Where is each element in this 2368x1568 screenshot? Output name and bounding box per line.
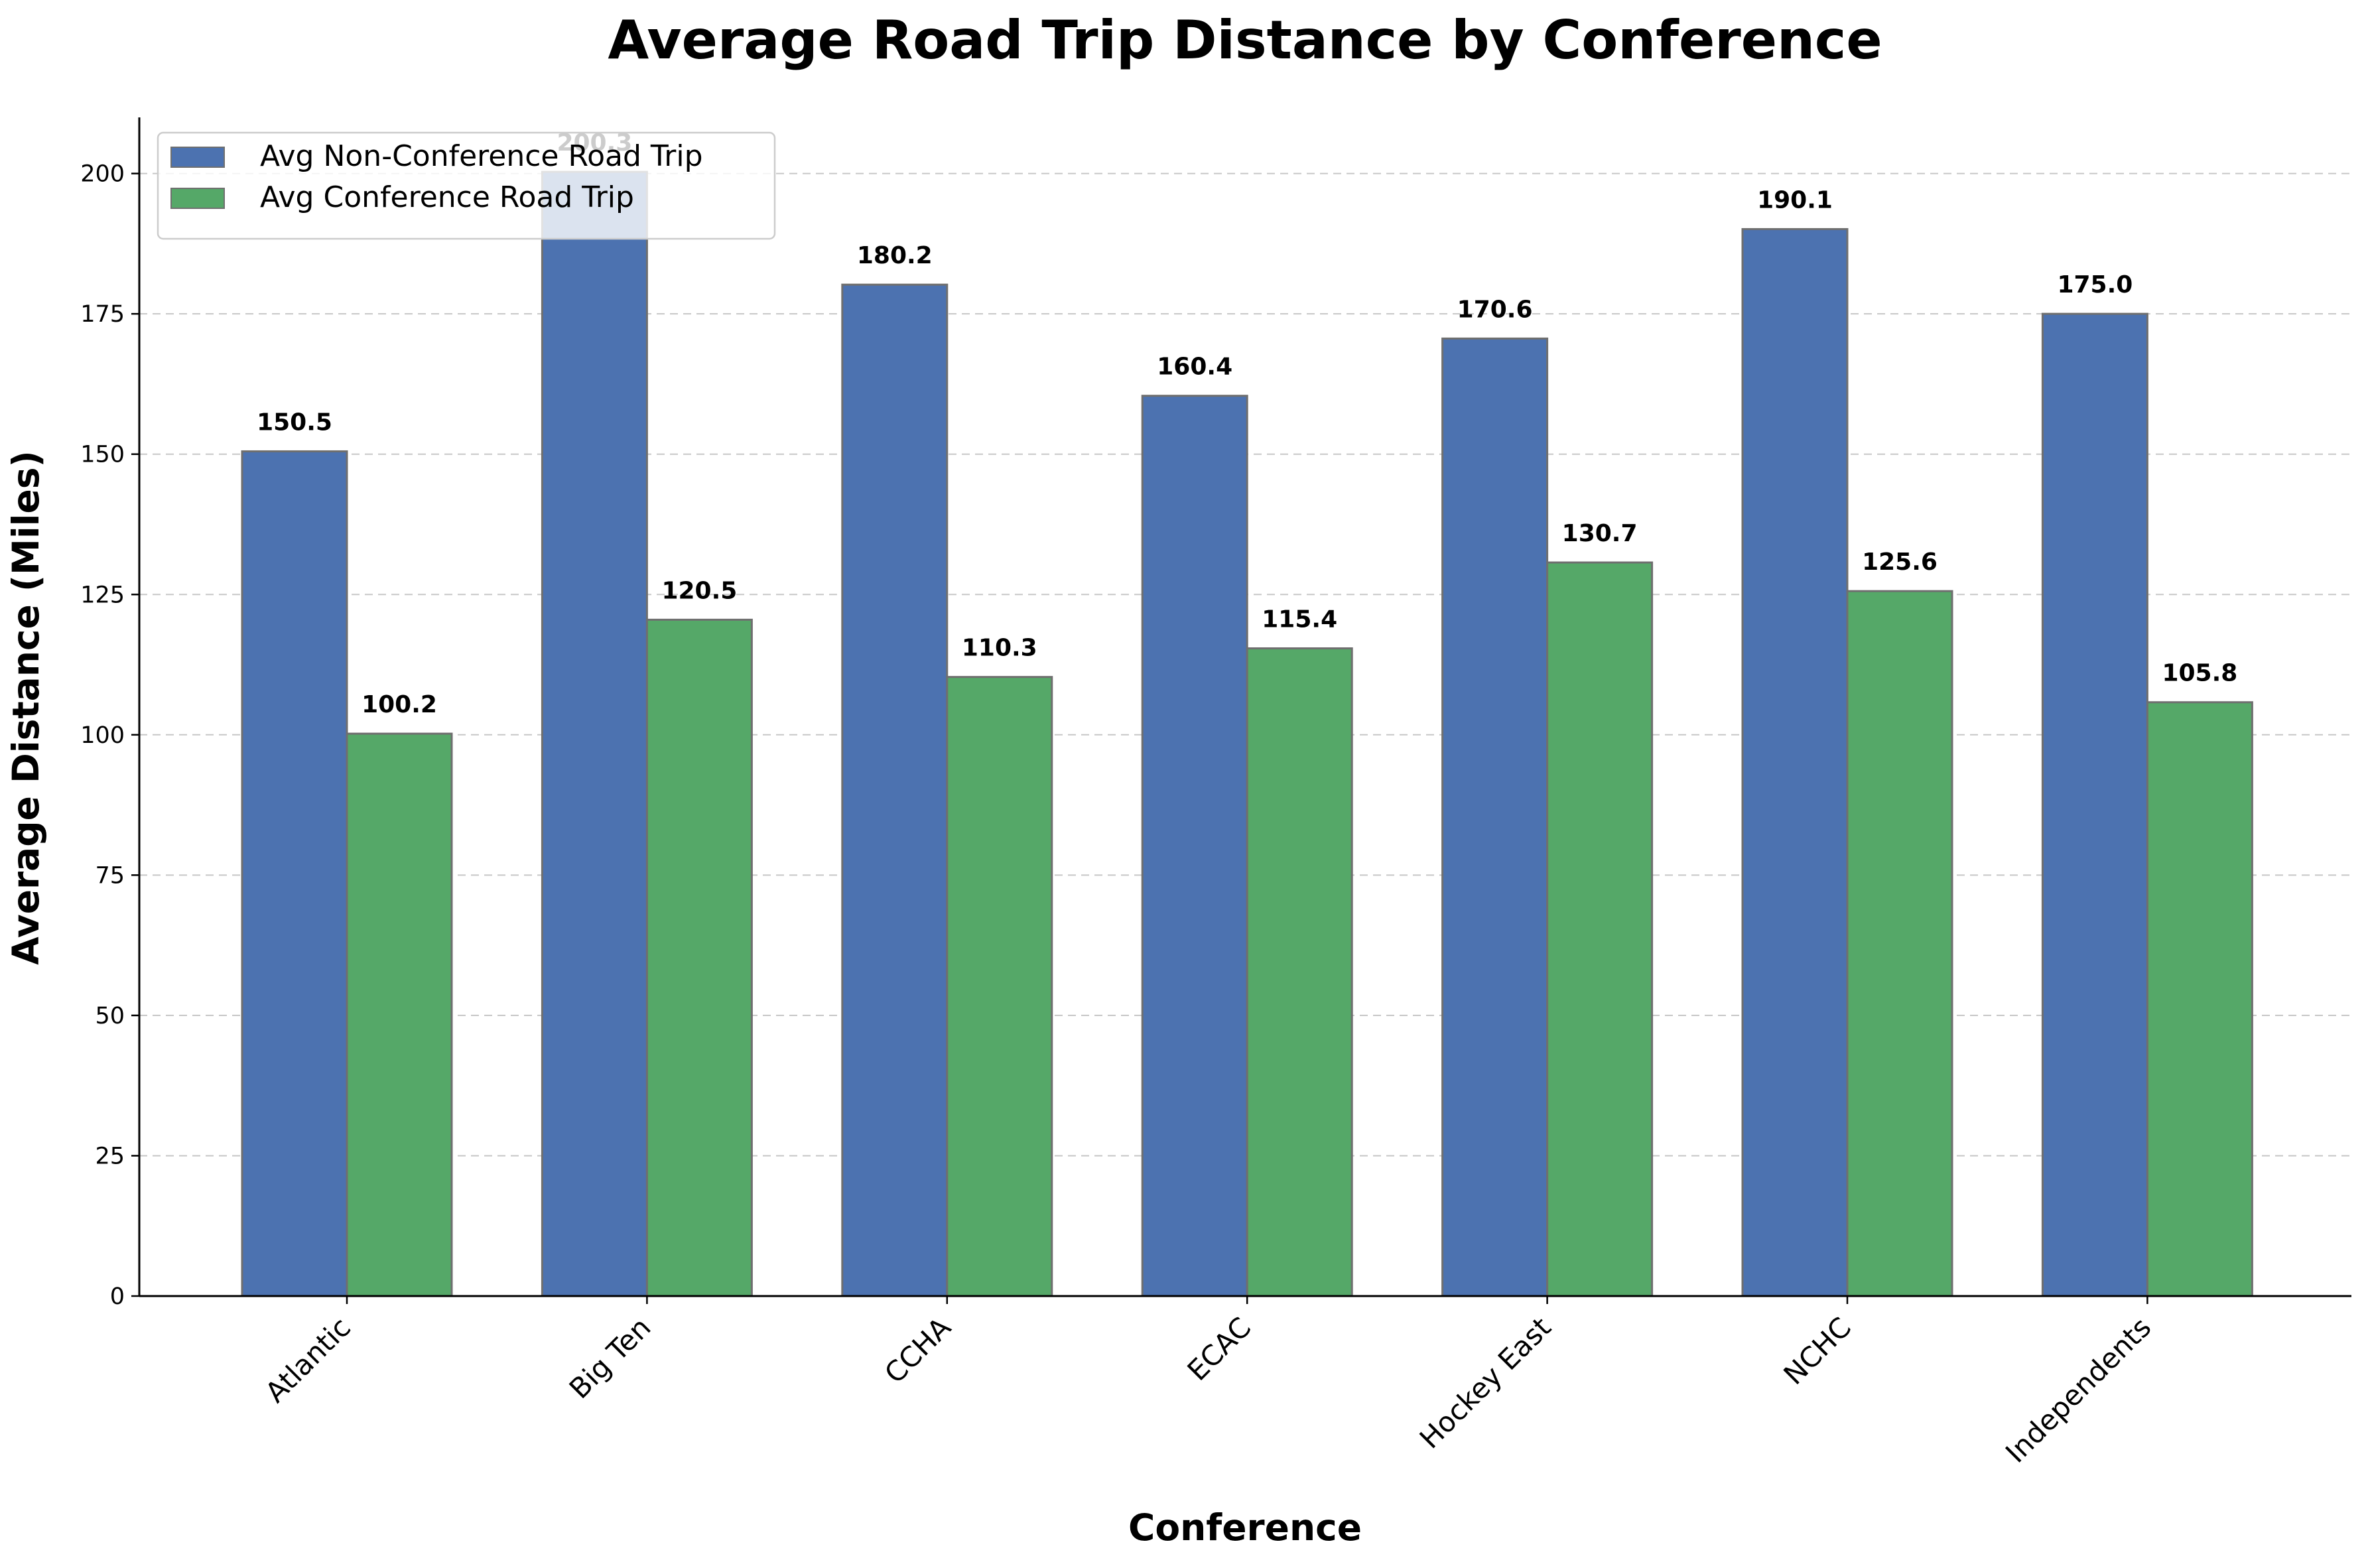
x-tick-label: ECAC [1181,1311,1258,1387]
bar-non-conference-big-ten [541,170,648,1297]
bar-conference-ecac [1246,647,1353,1297]
y-tick-label: 175 [80,301,125,328]
data-label: 160.4 [1157,354,1232,381]
data-label: 125.6 [1862,549,1938,576]
x-tick-label: CCHA [878,1311,957,1390]
bar-conference-independents [2146,701,2253,1297]
bar-non-conference-independents [2041,312,2148,1297]
bar-non-conference-ccha [841,283,949,1297]
y-tick-label: 200 [80,161,125,188]
data-label: 170.6 [1457,296,1533,323]
bar-conference-hockey-east [1546,561,1654,1297]
legend-label: Avg Conference Road Trip [260,180,634,214]
bar-non-conference-nchc [1741,228,1849,1297]
bar-non-conference-ecac [1141,395,1248,1297]
bar-conference-big-ten [645,618,753,1297]
legend-box [157,131,776,240]
y-axis-label: Average Distance (Miles) [5,450,47,964]
legend-label: Avg Non-Conference Road Trip [260,139,703,173]
x-axis-label: Conference [1128,1506,1362,1549]
y-tick-label: 50 [95,1003,125,1029]
bar-conference-ccha [946,676,1053,1297]
data-label: 110.3 [962,635,1037,662]
data-label: 175.0 [2057,271,2133,298]
data-label: 100.2 [362,691,437,718]
data-label: 105.8 [2162,660,2237,687]
data-label: 120.5 [661,577,737,604]
x-tick-label: Atlantic [259,1311,357,1409]
y-tick-label: 75 [95,862,125,889]
data-label: 180.2 [857,242,933,269]
x-tick-label: Independents [1999,1311,2157,1469]
y-tick-label: 0 [110,1283,125,1310]
legend-swatch [170,188,225,209]
y-tick-label: 100 [80,722,125,749]
bars [241,170,2253,1297]
data-label: 130.7 [1562,520,1638,547]
x-tick-label: NCHC [1777,1311,1857,1391]
bar-non-conference-atlantic [241,450,348,1297]
bar-conference-nchc [1846,590,1953,1297]
y-tick-label: 150 [80,442,125,468]
legend: Avg Non-Conference Road Trip Avg Conferen… [157,131,776,240]
x-tick-label: Hockey East [1414,1311,1557,1455]
bar-non-conference-hockey-east [1441,337,1549,1297]
bar-conference-atlantic [346,732,453,1297]
x-tick-label: Big Ten [563,1311,657,1405]
axes [131,117,2351,1304]
legend-swatch [170,147,225,168]
data-label: 150.5 [257,409,332,436]
data-label: 115.4 [1262,606,1337,633]
y-tick-label: 125 [80,582,125,608]
y-tick-label: 25 [95,1143,125,1169]
data-label: 190.1 [1757,186,1833,214]
chart-title: Average Road Trip Distance by Conference [608,9,1882,71]
